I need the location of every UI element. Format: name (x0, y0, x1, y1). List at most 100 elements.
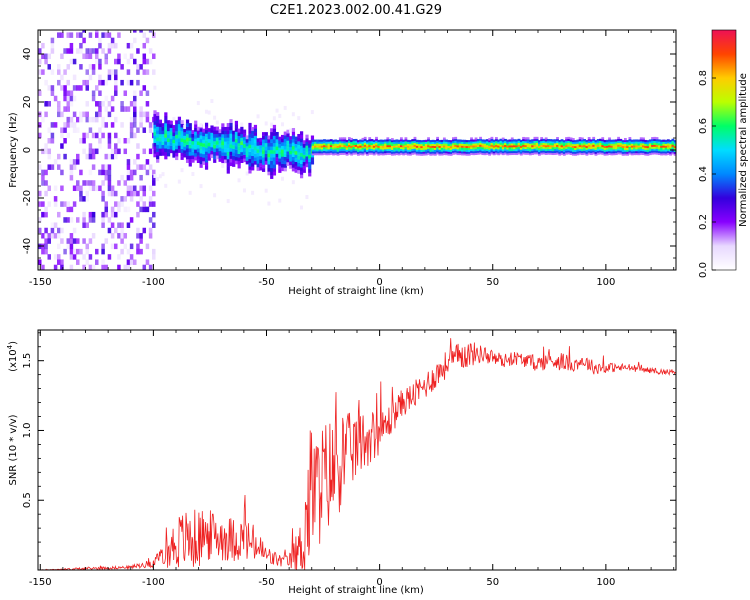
heatmap-cell (117, 180, 121, 186)
heatmap-cell (347, 148, 351, 151)
heatmap-cell (338, 141, 342, 144)
heatmap-cell (142, 32, 147, 38)
heatmap-cell (452, 150, 455, 153)
heatmap-cell (567, 142, 571, 145)
heatmap-cell (41, 42, 45, 49)
heatmap-cell (655, 137, 659, 140)
heatmap-cell (497, 149, 501, 152)
heatmap-cell (139, 196, 143, 202)
heatmap-cell (69, 101, 74, 107)
heatmap-cell (180, 138, 184, 142)
heatmap-cell (114, 42, 118, 49)
heatmap-cell (110, 243, 115, 250)
heatmap-cell (594, 141, 598, 145)
heatmap-cell (101, 190, 105, 197)
heatmap-cell (129, 196, 134, 202)
heatmap-cell (619, 148, 623, 151)
heatmap-cell (596, 150, 600, 153)
heatmap-cell (110, 37, 115, 44)
heatmap-cell (245, 135, 249, 140)
heatmap-cell (107, 190, 112, 197)
heatmap-cell (175, 149, 179, 153)
heatmap-cell (242, 136, 247, 141)
heatmap-cell (673, 147, 676, 150)
heatmap-cell (95, 248, 99, 255)
heatmap-cell (479, 148, 482, 151)
heatmap-cell (429, 143, 433, 147)
heatmap-cell (463, 139, 467, 142)
heatmap-cell (390, 141, 394, 145)
heatmap-cell (540, 137, 544, 140)
heatmap-cell (537, 149, 541, 152)
heatmap-cell (316, 145, 320, 148)
heatmap-cell (210, 147, 214, 151)
heatmap-cell (63, 138, 67, 144)
heatmap-cell (436, 142, 439, 145)
heatmap-cell (248, 155, 252, 160)
heatmap-cell (316, 139, 320, 142)
snr-x-tick-label: 50 (486, 577, 499, 588)
heatmap-cell (251, 127, 255, 131)
heatmap-cell (221, 163, 225, 168)
heatmap-cell (66, 217, 71, 223)
heatmap-cell (191, 171, 195, 176)
heatmap-cell (449, 142, 453, 145)
heatmap-cell (129, 132, 134, 139)
heatmap-cell (85, 69, 90, 75)
heatmap-cell (267, 157, 271, 161)
heatmap-cell (126, 174, 131, 181)
heatmap-cell (334, 141, 338, 144)
heatmap-cell (133, 122, 137, 128)
heatmap-cell (666, 145, 670, 148)
heatmap-cell (133, 132, 137, 139)
heatmap-cell (366, 147, 369, 150)
heatmap-cell (229, 122, 233, 127)
heatmap-cell (85, 153, 90, 160)
heatmap-cell (553, 150, 557, 153)
heatmap-cell (567, 136, 571, 140)
heatmap-cell (237, 178, 241, 183)
heatmap-cell (544, 145, 548, 148)
heatmap-cell (377, 141, 381, 145)
heatmap-cell (537, 140, 541, 143)
heatmap-cell (542, 146, 546, 149)
heatmap-cell (291, 167, 296, 172)
heatmap-cell (449, 147, 453, 151)
heatmap-cell (345, 140, 349, 143)
heatmap-cell (388, 139, 392, 142)
heatmap-cell (633, 149, 636, 152)
heatmap-cell (404, 146, 408, 150)
heatmap-cell (148, 164, 153, 170)
heatmap-cell (245, 171, 249, 176)
heatmap-cell (101, 169, 105, 176)
heatmap-cell (218, 150, 222, 155)
heatmap-cell (76, 153, 80, 160)
heatmap-cell (183, 146, 187, 151)
heatmap-cell (390, 151, 394, 154)
heatmap-cell (166, 148, 171, 153)
heatmap-cell (422, 141, 426, 145)
heatmap-cell (242, 158, 247, 163)
heatmap-cell (110, 190, 115, 197)
heatmap-cell (501, 149, 505, 152)
heatmap-cell (110, 222, 115, 228)
heatmap-cell (308, 147, 312, 152)
heatmap-cell (388, 150, 392, 153)
heatmap-cell (207, 138, 211, 143)
heatmap-cell (76, 238, 80, 244)
heatmap-cell (88, 238, 93, 244)
heatmap-cell (447, 153, 451, 156)
heatmap-cell (117, 148, 121, 155)
heatmap-cell (47, 254, 52, 260)
heatmap-cell (104, 211, 109, 218)
heatmap-cell (560, 143, 564, 146)
heatmap-cell (433, 151, 437, 154)
heatmap-cell (628, 140, 632, 144)
heatmap-cell (357, 147, 360, 150)
heatmap-cell (440, 139, 444, 143)
heatmap-cell (283, 153, 287, 157)
heatmap-cell (44, 190, 48, 197)
heatmap-cell (169, 120, 173, 125)
heatmap-cell (329, 150, 333, 153)
heatmap-cell (180, 156, 184, 160)
